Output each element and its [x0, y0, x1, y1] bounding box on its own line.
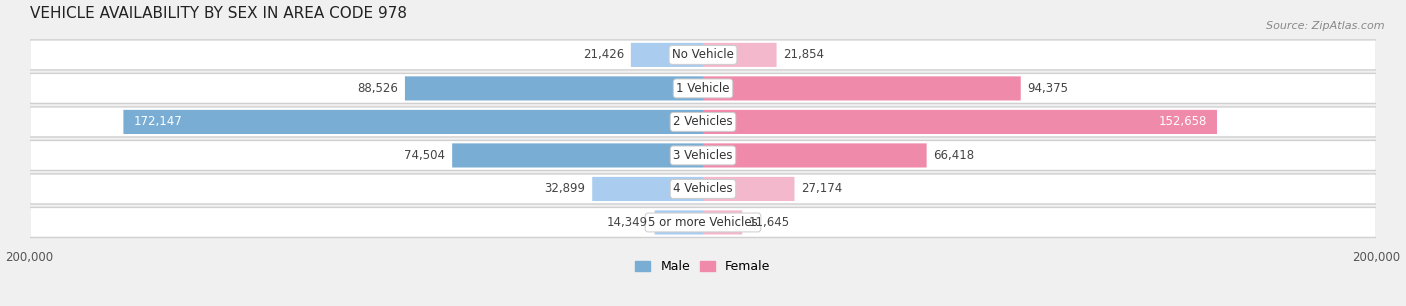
Text: VEHICLE AVAILABILITY BY SEX IN AREA CODE 978: VEHICLE AVAILABILITY BY SEX IN AREA CODE…: [30, 6, 406, 21]
Text: 74,504: 74,504: [405, 149, 446, 162]
FancyBboxPatch shape: [453, 144, 703, 167]
FancyBboxPatch shape: [30, 207, 1376, 237]
Text: 4 Vehicles: 4 Vehicles: [673, 182, 733, 196]
Text: Source: ZipAtlas.com: Source: ZipAtlas.com: [1267, 21, 1385, 32]
FancyBboxPatch shape: [703, 177, 794, 201]
Text: 11,645: 11,645: [749, 216, 790, 229]
Text: 32,899: 32,899: [544, 182, 585, 196]
FancyBboxPatch shape: [655, 211, 703, 234]
FancyBboxPatch shape: [30, 73, 1376, 103]
Text: 88,526: 88,526: [357, 82, 398, 95]
Text: 21,426: 21,426: [583, 48, 624, 62]
Text: 66,418: 66,418: [934, 149, 974, 162]
Text: 5 or more Vehicles: 5 or more Vehicles: [648, 216, 758, 229]
Text: 3 Vehicles: 3 Vehicles: [673, 149, 733, 162]
Text: 21,854: 21,854: [783, 48, 824, 62]
FancyBboxPatch shape: [30, 107, 1376, 137]
FancyBboxPatch shape: [30, 174, 1376, 204]
FancyBboxPatch shape: [405, 76, 703, 100]
Legend: Male, Female: Male, Female: [630, 255, 776, 278]
FancyBboxPatch shape: [592, 177, 703, 201]
FancyBboxPatch shape: [703, 110, 1218, 134]
Text: 172,147: 172,147: [134, 115, 183, 129]
FancyBboxPatch shape: [30, 40, 1376, 70]
FancyBboxPatch shape: [703, 211, 742, 234]
FancyBboxPatch shape: [631, 43, 703, 67]
Text: 2 Vehicles: 2 Vehicles: [673, 115, 733, 129]
FancyBboxPatch shape: [124, 110, 703, 134]
Text: No Vehicle: No Vehicle: [672, 48, 734, 62]
Text: 1 Vehicle: 1 Vehicle: [676, 82, 730, 95]
FancyBboxPatch shape: [30, 140, 1376, 170]
FancyBboxPatch shape: [703, 76, 1021, 100]
Text: 94,375: 94,375: [1028, 82, 1069, 95]
FancyBboxPatch shape: [703, 144, 927, 167]
FancyBboxPatch shape: [703, 43, 776, 67]
Text: 27,174: 27,174: [801, 182, 842, 196]
Text: 152,658: 152,658: [1159, 115, 1206, 129]
Text: 14,349: 14,349: [607, 216, 648, 229]
